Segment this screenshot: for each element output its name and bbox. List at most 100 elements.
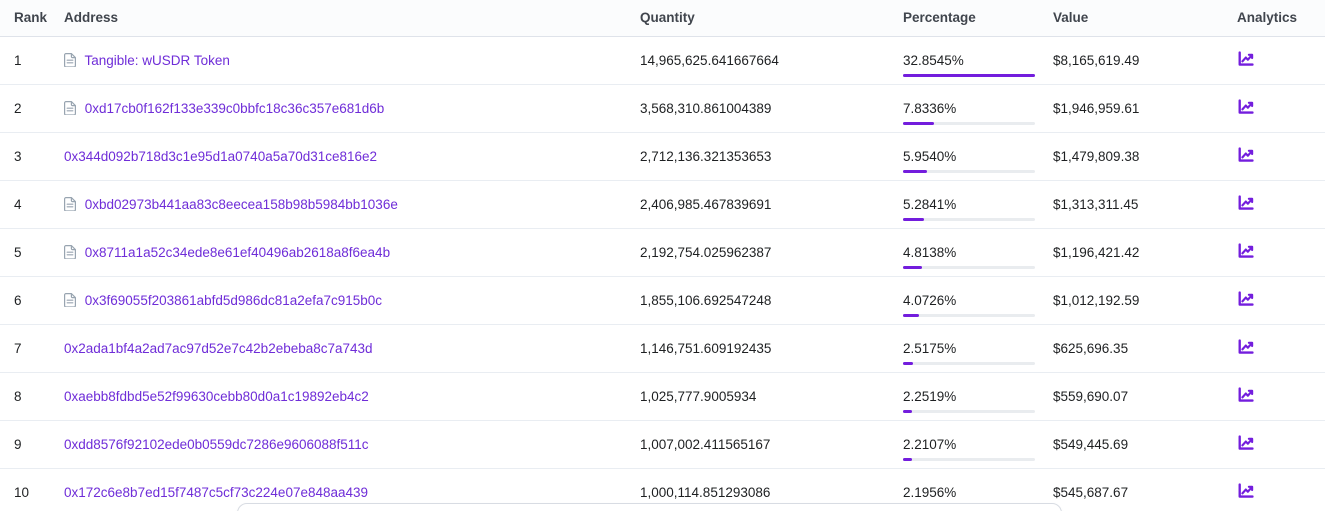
percentage-bar-fill	[903, 121, 935, 125]
address-cell: 0x8711a1a52c34ede8e61ef40496ab2618a8f6ea…	[64, 228, 640, 277]
address-text: 0x2ada1bf4a2ad7ac97d52e7c42b2ebeba8c7a74…	[64, 340, 373, 356]
quantity-cell: 1,855,106.692547248	[640, 276, 900, 325]
rank-cell: 6	[0, 276, 64, 325]
analytics-chart-icon[interactable]	[1237, 386, 1255, 404]
address-link[interactable]: 0x344d092b718d3c1e95d1a0740a5a70d31ce816…	[64, 149, 377, 164]
value-amount: $549,445.69	[1053, 436, 1129, 452]
percentage-cell: 5.9540%	[900, 132, 1053, 181]
rank-value: 6	[14, 292, 22, 308]
address-link[interactable]: 0x172c6e8b7ed15f7487c5cf73c224e07e848aa4…	[64, 485, 368, 500]
table-row: 3 0x344d092b718d3c1e95d1a0740a5a70d31ce8…	[0, 132, 1325, 181]
quantity-cell: 1,007,002.411565167	[640, 420, 900, 469]
analytics-chart-icon[interactable]	[1237, 434, 1255, 452]
percentage-value: 2.5175%	[903, 340, 957, 356]
column-header-quantity: Quantity	[640, 0, 900, 37]
analytics-chart-icon[interactable]	[1237, 290, 1255, 308]
table-row: 2 0xd17cb0f162f133e339c0bbfc18c36c357e68…	[0, 84, 1325, 133]
contract-document-icon	[64, 196, 76, 212]
address-text: 0xd17cb0f162f133e339c0bbfc18c36c357e681d…	[84, 100, 385, 116]
value-amount: $545,687.67	[1053, 484, 1129, 500]
percentage-value: 32.8545%	[903, 52, 964, 68]
percentage-bar-fill	[903, 217, 925, 221]
analytics-chart-icon[interactable]	[1237, 146, 1255, 164]
address-text: 0xaebb8fdbd5e52f99630cebb80d0a1c19892eb4…	[64, 388, 369, 404]
quantity-value: 3,568,310.861004389	[640, 100, 772, 116]
quantity-cell: 2,192,754.025962387	[640, 228, 900, 277]
table-row: 8 0xaebb8fdbd5e52f99630cebb80d0a1c19892e…	[0, 372, 1325, 421]
address-text: 0xbd02973b441aa83c8eecea158b98b5984bb103…	[84, 196, 398, 212]
rank-cell: 8	[0, 372, 64, 421]
rank-cell: 5	[0, 228, 64, 277]
analytics-cell	[1230, 180, 1325, 229]
address-link[interactable]: 0xbd02973b441aa83c8eecea158b98b5984bb103…	[85, 197, 398, 212]
quantity-value: 1,007,002.411565167	[640, 436, 771, 452]
value-cell: $8,165,619.49	[1053, 36, 1230, 85]
rank-value: 8	[14, 388, 22, 404]
address-text: 0x3f69055f203861abfd5d986dc81a2efa7c915b…	[84, 292, 383, 308]
rank-cell: 3	[0, 132, 64, 181]
address-link[interactable]: 0x8711a1a52c34ede8e61ef40496ab2618a8f6ea…	[85, 245, 390, 260]
column-header-value: Value	[1053, 0, 1230, 37]
percentage-bar-fill	[903, 361, 914, 365]
rank-cell: 10	[0, 468, 64, 511]
table-row: 7 0x2ada1bf4a2ad7ac97d52e7c42b2ebeba8c7a…	[0, 324, 1325, 373]
value-amount: $1,946,959.61	[1053, 100, 1140, 116]
rank-cell: 7	[0, 324, 64, 373]
value-amount: $625,696.35	[1053, 340, 1129, 356]
address-text: 0x8711a1a52c34ede8e61ef40496ab2618a8f6ea…	[84, 244, 391, 260]
table-header: Rank Address Quantity Percentage Value A…	[0, 0, 1325, 37]
quantity-value: 1,025,777.9005934	[640, 388, 757, 404]
analytics-chart-icon[interactable]	[1237, 242, 1255, 260]
column-header-address: Address	[64, 0, 640, 37]
address-cell: 0xbd02973b441aa83c8eecea158b98b5984bb103…	[64, 180, 640, 229]
address-cell: 0xdd8576f92102ede0b0559dc7286e9606088f51…	[64, 420, 640, 469]
address-cell: 0x2ada1bf4a2ad7ac97d52e7c42b2ebeba8c7a74…	[64, 324, 640, 373]
analytics-chart-icon[interactable]	[1237, 338, 1255, 356]
table-row: 4 0xbd02973b441aa83c8eecea158b98b5984bb1…	[0, 180, 1325, 229]
quantity-value: 1,000,114.851293086	[640, 484, 771, 500]
percentage-value: 4.8138%	[903, 244, 957, 260]
analytics-cell	[1230, 228, 1325, 277]
analytics-cell	[1230, 420, 1325, 469]
value-amount: $8,165,619.49	[1053, 52, 1140, 68]
value-amount: $1,012,192.59	[1053, 292, 1140, 308]
address-link[interactable]: 0x3f69055f203861abfd5d986dc81a2efa7c915b…	[85, 293, 382, 308]
quantity-cell: 3,568,310.861004389	[640, 84, 900, 133]
address-text: Tangible: wUSDR Token	[84, 52, 230, 68]
percentage-bar-track	[903, 409, 1035, 413]
column-header-rank: Rank	[0, 0, 64, 37]
address-link[interactable]: 0x2ada1bf4a2ad7ac97d52e7c42b2ebeba8c7a74…	[64, 341, 373, 356]
analytics-chart-icon[interactable]	[1237, 194, 1255, 212]
rank-value: 9	[14, 436, 22, 452]
address-link[interactable]: 0xaebb8fdbd5e52f99630cebb80d0a1c19892eb4…	[64, 389, 369, 404]
address-link[interactable]: 0xd17cb0f162f133e339c0bbfc18c36c357e681d…	[85, 101, 385, 116]
value-amount: $1,479,809.38	[1053, 148, 1140, 164]
percentage-bar-track	[903, 121, 1035, 125]
value-cell: $1,479,809.38	[1053, 132, 1230, 181]
percentage-bar-track	[903, 73, 1035, 77]
rank-value: 10	[14, 484, 30, 500]
quantity-value: 1,855,106.692547248	[640, 292, 772, 308]
quantity-cell: 2,406,985.467839691	[640, 180, 900, 229]
address-cell: Tangible: wUSDR Token	[64, 36, 640, 85]
percentage-value: 2.1956%	[903, 484, 957, 500]
address-link[interactable]: Tangible: wUSDR Token	[85, 53, 230, 68]
percentage-bar-fill	[903, 73, 1035, 77]
percentage-value: 5.9540%	[903, 148, 957, 164]
analytics-cell	[1230, 324, 1325, 373]
percentage-value: 4.0726%	[903, 292, 957, 308]
value-amount: $559,690.07	[1053, 388, 1129, 404]
address-text: 0xdd8576f92102ede0b0559dc7286e9606088f51…	[64, 436, 369, 452]
analytics-chart-icon[interactable]	[1237, 50, 1255, 68]
cutoff-popover-box	[237, 503, 1062, 511]
percentage-cell: 4.8138%	[900, 228, 1053, 277]
rank-cell: 1	[0, 36, 64, 85]
rank-value: 5	[14, 244, 22, 260]
rank-value: 1	[14, 52, 22, 68]
analytics-chart-icon[interactable]	[1237, 482, 1255, 500]
analytics-chart-icon[interactable]	[1237, 98, 1255, 116]
percentage-value: 2.2107%	[903, 436, 957, 452]
value-cell: $1,012,192.59	[1053, 276, 1230, 325]
address-link[interactable]: 0xdd8576f92102ede0b0559dc7286e9606088f51…	[64, 437, 369, 452]
